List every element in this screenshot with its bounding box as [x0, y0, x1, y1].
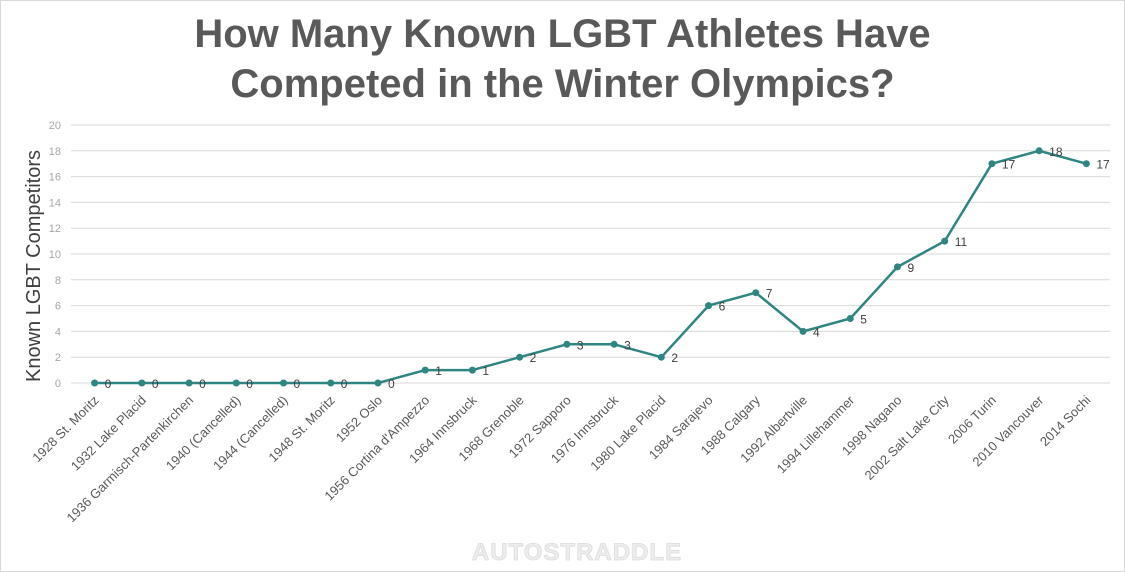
- y-tick-label: 18: [49, 146, 61, 158]
- data-label: 11: [955, 235, 968, 249]
- y-tick-label: 20: [49, 120, 61, 132]
- data-label: 0: [152, 377, 159, 391]
- data-point: [610, 340, 618, 348]
- data-point: [846, 315, 854, 322]
- data-label: 17: [1096, 158, 1110, 172]
- data-point: [185, 379, 193, 387]
- y-tick-label: 6: [55, 301, 61, 313]
- data-point: [1082, 160, 1090, 168]
- y-tick-label: 16: [49, 172, 61, 184]
- data-label: 0: [199, 377, 206, 391]
- series-line: [94, 149, 1087, 385]
- data-label: 0: [341, 377, 348, 391]
- data-label: 6: [719, 300, 726, 314]
- data-point: [563, 340, 571, 348]
- data-point: [327, 379, 335, 387]
- data-label: 0: [294, 377, 301, 391]
- y-tick-label: 14: [49, 197, 61, 209]
- data-point: [705, 302, 713, 310]
- data-point: [893, 263, 901, 271]
- data-point: [421, 366, 429, 374]
- data-label: 7: [766, 287, 773, 301]
- y-axis-title: Known LGBT Competitors: [23, 150, 45, 382]
- y-tick-label: 4: [55, 326, 61, 338]
- data-label: 18: [1049, 145, 1063, 159]
- data-label: 0: [246, 377, 253, 391]
- data-point: [941, 237, 949, 245]
- chart-title-line-2: Competed in the Winter Olympics?: [230, 62, 895, 106]
- data-label: 2: [671, 351, 678, 365]
- data-point: [516, 353, 524, 361]
- data-label: 1: [482, 364, 489, 378]
- data-point: [468, 366, 476, 374]
- data-point: [988, 160, 996, 168]
- data-point: [799, 327, 807, 335]
- x-tick-label: 2002 Salt Lake City: [862, 392, 953, 483]
- data-point: [752, 289, 760, 297]
- y-tick-label: 8: [55, 275, 61, 287]
- data-point: [374, 379, 382, 387]
- data-label: 4: [813, 325, 820, 339]
- y-tick-label: 10: [49, 249, 61, 261]
- data-label: 0: [388, 377, 395, 391]
- data-point: [1035, 147, 1043, 155]
- y-tick-label: 2: [55, 352, 61, 364]
- y-tick-label: 0: [55, 378, 61, 390]
- data-label: 0: [105, 377, 112, 391]
- data-label: 5: [860, 313, 867, 327]
- data-label: 9: [907, 261, 914, 275]
- data-label: 17: [1002, 158, 1016, 172]
- data-point: [138, 379, 146, 387]
- data-label: 1: [435, 364, 442, 378]
- data-label: 3: [624, 338, 631, 352]
- data-point: [280, 379, 288, 387]
- chart-title-line-1: How Many Known LGBT Athletes Have: [194, 12, 931, 56]
- data-point: [91, 379, 99, 387]
- x-tick-label: 2014 Sochi: [1037, 392, 1094, 449]
- y-tick-label: 12: [49, 223, 61, 235]
- data-point: [657, 353, 665, 361]
- data-label: 3: [577, 338, 584, 352]
- data-label: 2: [530, 351, 537, 365]
- data-point: [232, 379, 240, 387]
- watermark-logo: AUTOSTRADDLE: [472, 539, 682, 566]
